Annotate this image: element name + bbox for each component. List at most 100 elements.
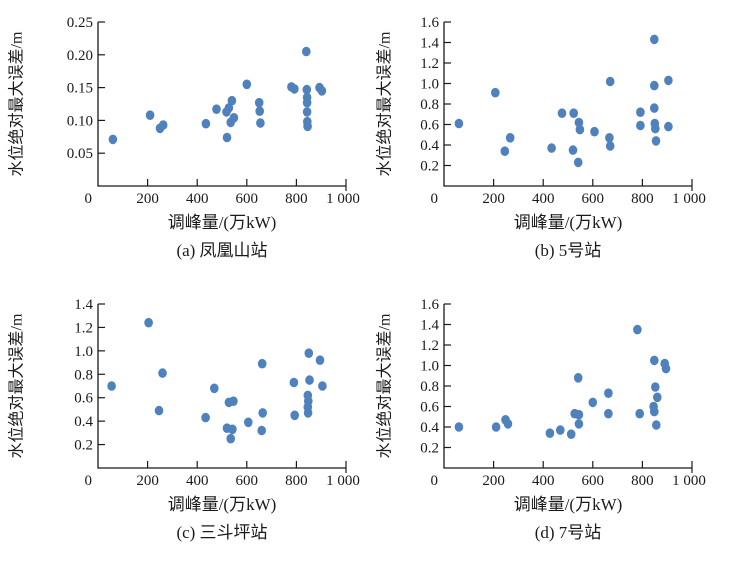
data-point	[500, 146, 510, 156]
data-point	[244, 417, 253, 428]
data-point	[605, 141, 615, 151]
axis-lines	[443, 304, 692, 469]
x-tick-label: 800	[631, 473, 654, 489]
y-tick-label: 0.8	[420, 97, 439, 113]
subplot-b: 0.2 0.4 0.6 0.8 1.0 1.2 1.4 1.6 0 200 400 600 800 1 0…	[370, 0, 740, 282]
data-point	[318, 381, 327, 391]
data-point	[242, 79, 252, 90]
axis-lines	[97, 22, 346, 187]
data-point	[303, 408, 313, 418]
data-point	[454, 422, 464, 432]
data-point	[605, 133, 614, 143]
x-tick-label: 400	[186, 473, 209, 489]
data-point	[258, 408, 268, 418]
data-point	[290, 84, 299, 94]
data-point	[636, 120, 645, 131]
x-tick-label: 600	[236, 473, 259, 489]
y-tick-label: 0.10	[67, 113, 93, 129]
x-tick-label: 800	[285, 191, 308, 207]
y-tick-label: 0.6	[420, 118, 439, 134]
data-point	[302, 46, 311, 57]
data-point	[650, 355, 659, 366]
y-tick-label: 1.2	[74, 320, 93, 336]
data-point	[228, 424, 237, 435]
data-point	[604, 388, 613, 398]
y-tick-label: 1.6	[420, 15, 439, 31]
data-point	[201, 118, 211, 129]
y-tick-label: 0.6	[420, 400, 439, 416]
data-point	[575, 124, 585, 135]
data-point	[604, 408, 613, 419]
subplot-a: 0.05 0.10 0.15 0.20 0.25 0 200 400 600 800 1 000 水…	[0, 0, 370, 282]
data-point	[222, 132, 232, 143]
x-axis-title-c: 调峰量/(万kW)	[167, 495, 277, 514]
data-point	[651, 136, 661, 146]
data-point	[574, 117, 584, 128]
data-point	[653, 392, 662, 403]
data-point	[201, 412, 210, 423]
data-point	[144, 317, 153, 328]
x-tick-label: 800	[631, 191, 654, 207]
data-point	[303, 121, 312, 132]
x-tick-label: 200	[482, 473, 505, 489]
y-tick-label: 0.2	[420, 159, 439, 175]
x-tick-label: 1 000	[672, 473, 706, 489]
y-tick-label: 1.2	[420, 56, 439, 72]
data-point	[664, 121, 673, 132]
y-tick-label: 1.0	[420, 359, 439, 375]
data-point	[574, 409, 584, 420]
x-tick-label: 400	[186, 191, 209, 207]
data-point	[491, 87, 500, 98]
scatter-plot-d: 0.2 0.4 0.6 0.8 1.0 1.2 1.4 1.6 0 200 400 600 800 1 0…	[420, 297, 706, 489]
origin-tick-label: 0	[431, 191, 439, 207]
y-tick-label: 0.05	[67, 146, 93, 162]
subplot-caption-c: (c) 三斗坪站	[176, 523, 268, 542]
y-tick-label: 1.6	[420, 297, 439, 313]
origin-tick-label: 0	[85, 191, 93, 207]
data-point	[317, 86, 327, 96]
subplot-caption-b: (b) 5号站	[534, 241, 602, 260]
data-point	[661, 363, 671, 374]
data-point	[590, 126, 599, 137]
y-tick-label: 0.6	[74, 391, 93, 407]
y-tick-label: 1.4	[74, 297, 93, 313]
x-axis-title-b: 调峰量/(万kW)	[513, 213, 623, 232]
x-tick-label: 600	[582, 473, 605, 489]
data-point	[650, 406, 659, 417]
y-tick-label: 0.8	[74, 367, 93, 383]
data-point	[556, 425, 565, 435]
data-point	[573, 157, 583, 168]
x-axis-title-d: 调峰量/(万kW)	[513, 495, 623, 514]
x-tick-label: 200	[136, 473, 159, 489]
axis-lines	[443, 22, 692, 187]
subplot-d: 0.2 0.4 0.6 0.8 1.0 1.2 1.4 1.6 0 200 400 600 800 1 0…	[370, 282, 740, 564]
data-point	[227, 95, 237, 106]
y-tick-label: 0.4	[74, 414, 93, 430]
data-point	[650, 34, 659, 45]
axis-lines	[97, 304, 346, 469]
data-point	[224, 103, 234, 113]
y-tick-label: 1.0	[420, 77, 439, 93]
data-point	[255, 106, 264, 116]
data-point	[650, 80, 659, 91]
y-tick-label: 1.0	[74, 344, 93, 360]
data-point	[635, 408, 644, 419]
x-tick-label: 800	[285, 473, 308, 489]
data-point	[302, 84, 312, 95]
data-point	[257, 358, 267, 369]
x-tick-label: 400	[532, 191, 555, 207]
data-point	[605, 76, 615, 87]
data-point	[652, 420, 661, 430]
data-point	[226, 433, 235, 444]
data-point	[568, 145, 578, 155]
subplot-caption-d: (d) 7号站	[534, 523, 602, 542]
data-point	[108, 134, 118, 145]
y-tick-label: 1.2	[420, 338, 439, 354]
data-point	[158, 120, 168, 130]
data-point	[304, 396, 313, 406]
data-point	[229, 396, 238, 406]
data-point	[305, 375, 314, 385]
data-point	[491, 422, 501, 432]
origin-tick-label: 0	[431, 473, 439, 489]
